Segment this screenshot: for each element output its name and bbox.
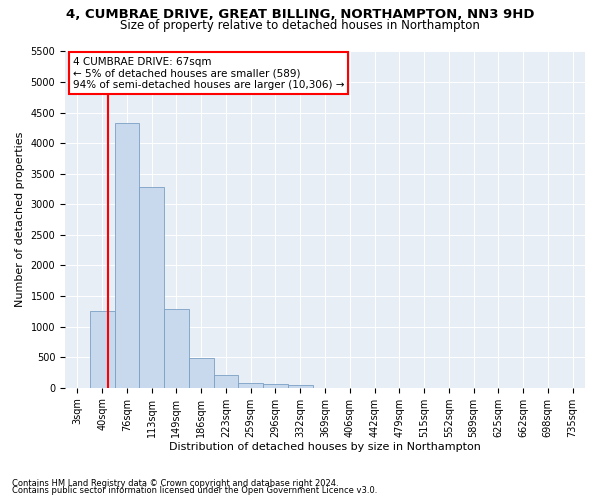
Text: Contains HM Land Registry data © Crown copyright and database right 2024.: Contains HM Land Registry data © Crown c… — [12, 478, 338, 488]
Bar — [189, 358, 214, 388]
Bar — [139, 186, 164, 388]
Bar — [214, 375, 238, 388]
Bar — [164, 310, 189, 388]
Text: Size of property relative to detached houses in Northampton: Size of property relative to detached ho… — [120, 18, 480, 32]
Text: 4 CUMBRAE DRIVE: 67sqm
← 5% of detached houses are smaller (589)
94% of semi-det: 4 CUMBRAE DRIVE: 67sqm ← 5% of detached … — [73, 56, 344, 90]
Bar — [263, 384, 288, 388]
Text: Contains public sector information licensed under the Open Government Licence v3: Contains public sector information licen… — [12, 486, 377, 495]
Y-axis label: Number of detached properties: Number of detached properties — [15, 132, 25, 308]
X-axis label: Distribution of detached houses by size in Northampton: Distribution of detached houses by size … — [169, 442, 481, 452]
Bar — [90, 310, 115, 388]
Text: 4, CUMBRAE DRIVE, GREAT BILLING, NORTHAMPTON, NN3 9HD: 4, CUMBRAE DRIVE, GREAT BILLING, NORTHAM… — [66, 8, 534, 20]
Bar — [238, 383, 263, 388]
Bar — [115, 123, 139, 388]
Bar — [288, 384, 313, 388]
